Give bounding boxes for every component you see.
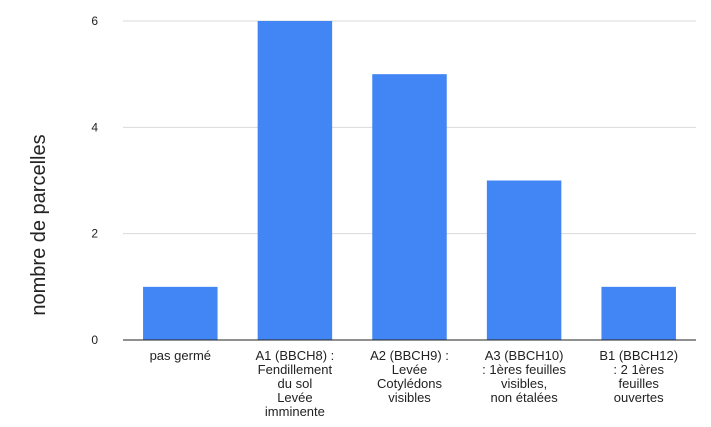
x-tick-label-line: non étalées	[490, 390, 558, 405]
y-tick-label: 6	[91, 14, 98, 28]
bar	[143, 286, 218, 340]
x-tick-label-line: B1 (BBCH12)	[599, 348, 678, 363]
x-tick-label: A3 (BBCH10): 1ères feuilles visibles, non …	[482, 348, 566, 405]
x-tick-label-line: A2 (BBCH9) :	[370, 348, 449, 363]
x-tick-label-line: visibles,	[501, 376, 547, 391]
x-tick-label-line: A3 (BBCH10)	[485, 348, 564, 363]
x-tick-label-line: imminente	[265, 404, 325, 419]
y-axis-title: nombre de parcelles	[28, 134, 50, 315]
axes: 0 2 4 6 pas germé A1 (BBCH8) : Fendillement du …	[91, 14, 696, 419]
x-tick-label-line: ouvertes	[614, 390, 664, 405]
y-tick-label: 4	[91, 120, 98, 134]
bar	[601, 286, 676, 340]
y-tick-label: 0	[91, 333, 98, 347]
x-tick-label-line: pas germé	[150, 348, 211, 363]
x-tick-label: pas germé	[150, 348, 211, 363]
x-tick-label-line: feuilles	[618, 376, 659, 391]
x-tick-label-line: : 1ères feuilles	[482, 362, 566, 377]
bar	[257, 21, 333, 340]
y-tick-label: 2	[91, 227, 98, 241]
bar	[372, 74, 447, 341]
x-tick-label: A1 (BBCH8) : Fendillement du sol Levée immin…	[256, 348, 335, 419]
x-tick-label-line: visibles	[388, 390, 431, 405]
x-tick-label-line: Cotylédons	[377, 376, 443, 391]
x-tick-label: B1 (BBCH12): 2 1ères feuilles ouvertes	[599, 348, 678, 405]
x-tick-label-line: Levée	[277, 390, 312, 405]
x-tick-label-line: du sol	[278, 376, 313, 391]
bar	[486, 180, 562, 340]
x-tick-label-line: : 2 1ères	[613, 362, 664, 377]
x-tick-label-line: Fendillement	[258, 362, 333, 377]
x-tick-label: A2 (BBCH9) : Levée Cotylédons visibles	[370, 348, 449, 405]
x-tick-label-line: A1 (BBCH8) :	[256, 348, 335, 363]
bars	[143, 21, 676, 341]
x-tick-label-line: Levée	[392, 362, 427, 377]
